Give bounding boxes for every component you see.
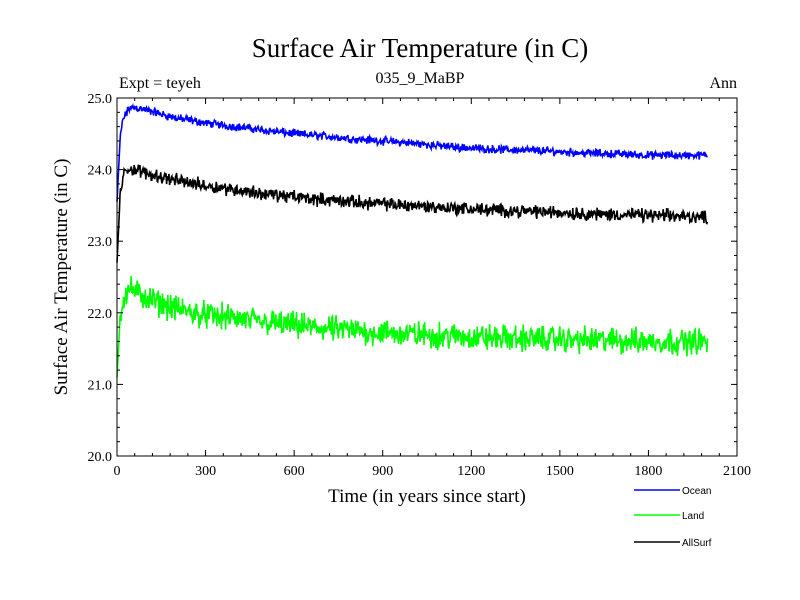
x-tick-label: 300 [195,464,216,479]
y-tick-label: 24.0 [88,164,113,179]
y-axis-label: Surface Air Temperature (in C) [51,159,72,396]
y-tick-label: 23.0 [88,235,113,250]
legend-label-land: Land [682,511,704,522]
chart-title: Surface Air Temperature (in C) [252,33,589,63]
x-tick-label: 600 [284,464,305,479]
legend-label-allsurf: AllSurf [682,538,712,549]
legend: Ocean Land AllSurf [634,486,712,549]
series-line-land [116,276,709,378]
y-tick-label: 22.0 [88,307,113,322]
series-line-ocean [116,102,708,202]
experiment-label: Expt = teyeh [119,75,201,92]
y-tick-label: 21.0 [88,378,113,393]
series-layer [116,102,709,378]
y-tick-label: 25.0 [88,92,113,107]
x-tick-label: 2100 [723,464,751,479]
y-tick-label: 20.0 [88,450,113,465]
x-tick-label: 1800 [634,464,662,479]
ticks-layer: 0 300 600 900 1200 1500 1800 2100 20.0 21.0 22.0 23… [88,92,752,479]
x-tick-label: 900 [372,464,393,479]
season-label: Ann [709,75,737,92]
x-tick-label: 1200 [457,464,485,479]
legend-label-ocean: Ocean [682,486,711,497]
chart-subtitle: 035_9_MaBP [376,70,465,87]
series-line-allsurf [116,164,709,263]
x-tick-label: 0 [114,464,121,479]
plot-frame [116,97,738,457]
x-axis-label: Time (in years since start) [328,486,526,507]
x-tick-label: 1500 [546,464,574,479]
